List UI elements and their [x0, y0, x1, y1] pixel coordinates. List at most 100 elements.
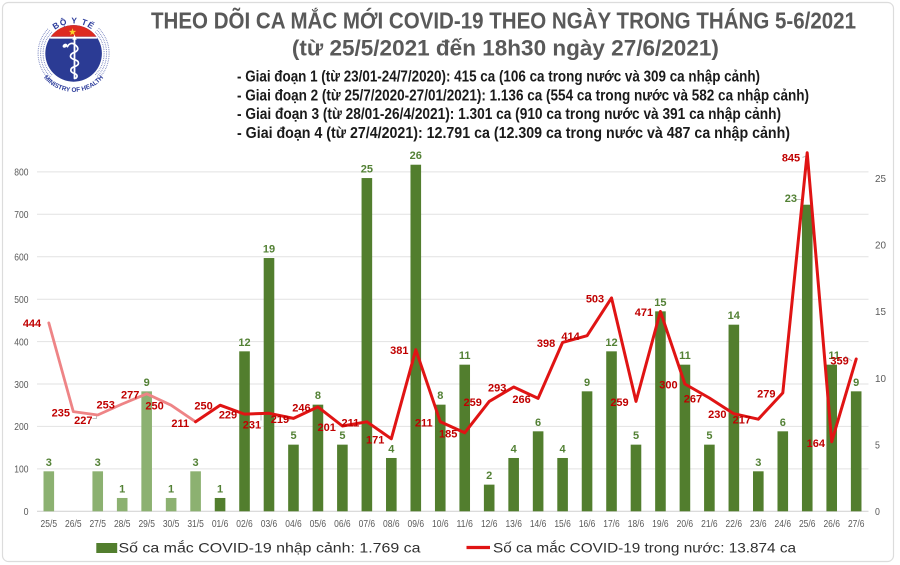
- svg-text:8: 8: [437, 390, 443, 402]
- svg-text:250: 250: [194, 401, 212, 413]
- svg-text:26/6: 26/6: [823, 518, 840, 530]
- svg-text:BỘ Y TẾ: BỘ Y TẾ: [51, 15, 97, 31]
- svg-text:(từ 25/5/2021 đến 18h30 ngày 2: (từ 25/5/2021 đến 18h30 ngày 27/6/2021): [292, 36, 719, 61]
- svg-text:9: 9: [853, 377, 859, 389]
- svg-text:400: 400: [14, 336, 28, 348]
- svg-text:11: 11: [459, 350, 471, 362]
- svg-text:16/6: 16/6: [579, 518, 596, 530]
- svg-text:19/6: 19/6: [652, 518, 669, 530]
- svg-text:229: 229: [219, 410, 237, 422]
- svg-text:164: 164: [807, 438, 826, 450]
- svg-text:21/6: 21/6: [701, 518, 718, 530]
- svg-text:08/6: 08/6: [383, 518, 400, 530]
- svg-text:25: 25: [875, 173, 886, 185]
- svg-text:5: 5: [339, 430, 345, 442]
- svg-text:3: 3: [193, 457, 199, 469]
- svg-text:06/6: 06/6: [334, 518, 351, 530]
- svg-text:25/5: 25/5: [41, 518, 58, 530]
- svg-text:- Giai đoạn 1 (từ 23/01-24/7/2: - Giai đoạn 1 (từ 23/01-24/7/2020): 415 …: [237, 69, 760, 86]
- svg-text:100: 100: [14, 464, 28, 476]
- svg-text:3: 3: [95, 457, 101, 469]
- svg-text:6: 6: [780, 417, 786, 429]
- svg-text:211: 211: [415, 417, 433, 429]
- svg-text:471: 471: [635, 307, 653, 319]
- svg-text:1: 1: [119, 484, 125, 496]
- svg-text:30/5: 30/5: [163, 518, 180, 530]
- svg-text:11: 11: [679, 350, 691, 362]
- svg-text:27/5: 27/5: [89, 518, 106, 530]
- svg-text:8: 8: [315, 390, 321, 402]
- svg-text:3: 3: [46, 457, 52, 469]
- svg-text:500: 500: [14, 294, 28, 306]
- svg-text:200: 200: [14, 421, 28, 433]
- svg-text:14/6: 14/6: [530, 518, 547, 530]
- svg-text:2: 2: [486, 470, 492, 482]
- svg-text:Số ca mắc COVID-19 nhập cảnh:: Số ca mắc COVID-19 nhập cảnh: 1.769 ca: [119, 540, 421, 556]
- svg-text:25: 25: [361, 164, 373, 176]
- svg-text:277: 277: [121, 389, 139, 401]
- svg-text:211: 211: [171, 418, 189, 430]
- svg-text:- Giai đoạn 2 (từ 25/7/2020-27: - Giai đoạn 2 (từ 25/7/2020-27/01/2021):…: [237, 87, 809, 104]
- svg-text:1: 1: [168, 484, 174, 496]
- svg-text:300: 300: [659, 380, 677, 392]
- svg-text:03/6: 03/6: [261, 518, 278, 530]
- svg-text:23/6: 23/6: [750, 518, 767, 530]
- svg-text:15: 15: [875, 306, 886, 318]
- svg-text:25/6: 25/6: [799, 518, 816, 530]
- svg-text:279: 279: [757, 388, 775, 400]
- svg-text:11/6: 11/6: [456, 518, 473, 530]
- svg-text:6: 6: [535, 417, 541, 429]
- svg-text:266: 266: [512, 394, 530, 406]
- svg-text:10: 10: [875, 373, 886, 385]
- svg-text:28/5: 28/5: [114, 518, 131, 530]
- svg-text:5: 5: [290, 430, 296, 442]
- svg-text:31/5: 31/5: [187, 518, 204, 530]
- svg-text:11: 11: [828, 350, 840, 362]
- svg-text:600: 600: [14, 252, 28, 264]
- svg-text:24/6: 24/6: [775, 518, 792, 530]
- svg-text:19: 19: [263, 244, 275, 256]
- svg-text:1: 1: [217, 484, 223, 496]
- svg-text:12: 12: [238, 337, 250, 349]
- svg-text:414: 414: [561, 331, 580, 343]
- svg-text:185: 185: [439, 428, 457, 440]
- svg-text:13/6: 13/6: [505, 518, 522, 530]
- svg-text:800: 800: [14, 167, 28, 179]
- svg-text:THEO DÕI CA MẮC MỚI COVID-19 T: THEO DÕI CA MẮC MỚI COVID-19 THEO NGÀY T…: [151, 7, 856, 34]
- svg-text:20/6: 20/6: [677, 518, 694, 530]
- svg-text:5: 5: [706, 430, 712, 442]
- svg-text:211: 211: [342, 417, 360, 429]
- svg-text:27/6: 27/6: [848, 518, 865, 530]
- svg-text:9: 9: [584, 377, 590, 389]
- svg-text:219: 219: [271, 414, 289, 426]
- svg-text:201: 201: [318, 422, 336, 434]
- svg-text:259: 259: [464, 397, 482, 409]
- svg-text:29/5: 29/5: [138, 518, 155, 530]
- svg-text:217: 217: [733, 415, 751, 427]
- svg-text:- Giai đoạn 3 (từ 28/01-26/4/2: - Giai đoạn 3 (từ 28/01-26/4/2021): 1.30…: [237, 106, 781, 123]
- svg-text:9: 9: [144, 377, 150, 389]
- svg-text:15: 15: [654, 297, 666, 309]
- svg-text:259: 259: [610, 397, 628, 409]
- svg-text:444: 444: [23, 318, 42, 330]
- svg-text:503: 503: [586, 293, 604, 305]
- svg-text:267: 267: [684, 394, 702, 406]
- svg-text:700: 700: [14, 209, 28, 221]
- svg-text:227: 227: [74, 415, 92, 427]
- svg-text:- Giai đoạn 4 (từ 27/4/2021):: - Giai đoạn 4 (từ 27/4/2021): 12.791 ca …: [237, 125, 790, 142]
- svg-text:381: 381: [390, 345, 408, 357]
- svg-text:4: 4: [511, 444, 518, 456]
- svg-text:07/6: 07/6: [359, 518, 376, 530]
- svg-text:359: 359: [830, 356, 848, 368]
- svg-text:231: 231: [243, 420, 261, 432]
- svg-text:15/6: 15/6: [554, 518, 571, 530]
- svg-text:230: 230: [708, 409, 726, 421]
- svg-text:18/6: 18/6: [628, 518, 645, 530]
- svg-text:398: 398: [537, 338, 555, 350]
- svg-text:300: 300: [14, 379, 28, 391]
- svg-text:293: 293: [488, 383, 506, 395]
- svg-text:14: 14: [728, 310, 741, 322]
- svg-text:4: 4: [388, 444, 395, 456]
- svg-text:26/5: 26/5: [65, 518, 82, 530]
- svg-text:22/6: 22/6: [726, 518, 743, 530]
